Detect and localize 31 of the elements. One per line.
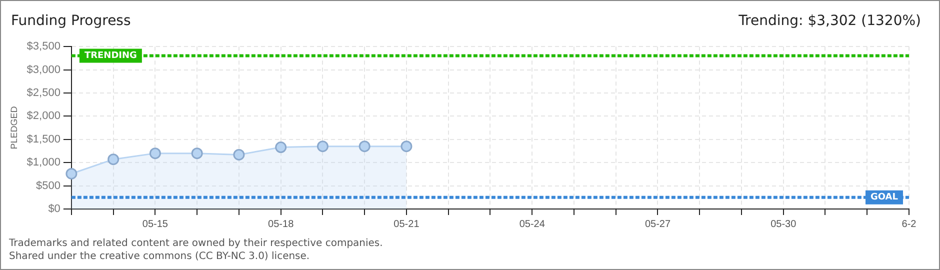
x-tick-label: 05-18 <box>268 218 294 230</box>
x-tick-label: 05-27 <box>644 218 671 230</box>
x-tick-label: 05-30 <box>770 218 797 230</box>
point <box>400 140 412 152</box>
y-tick-label: $1,000 <box>26 156 60 169</box>
x-tick-label: 05-15 <box>142 218 168 230</box>
text: Trending: $3,302 (1320%) <box>738 13 921 29</box>
y-tick-label: $2,500 <box>26 87 60 100</box>
text: Trademarks and related content are owned by their respective companies. <box>9 237 383 250</box>
ref-line-label: TRENDING <box>84 51 137 62</box>
x-tick-label: 05-21 <box>394 218 420 230</box>
text: Shared under the creative commons (CC BY-NC 3.0) license. <box>9 250 311 263</box>
point <box>149 148 161 160</box>
y-tick-label: $0 <box>48 203 60 216</box>
point <box>275 142 287 154</box>
point <box>316 140 328 152</box>
y-tick-label: $1,500 <box>26 133 60 146</box>
y-axis-title: PLEDGED <box>8 106 19 150</box>
chart-title: Funding Progress <box>11 13 131 29</box>
point <box>66 168 78 180</box>
y-tick-label: $500 <box>36 180 60 192</box>
y-tick-label: $3,500 <box>26 40 60 53</box>
y-tick-label: $2,000 <box>26 110 60 122</box>
x-tick-label: 05-24 <box>519 218 546 230</box>
point <box>233 148 245 160</box>
x-tick-label: 6-2 <box>902 218 917 230</box>
point <box>108 154 120 166</box>
y-tick-label: $3,000 <box>26 64 60 76</box>
ref-line-label: GOAL <box>870 192 898 203</box>
point <box>191 148 203 160</box>
point <box>358 140 370 152</box>
